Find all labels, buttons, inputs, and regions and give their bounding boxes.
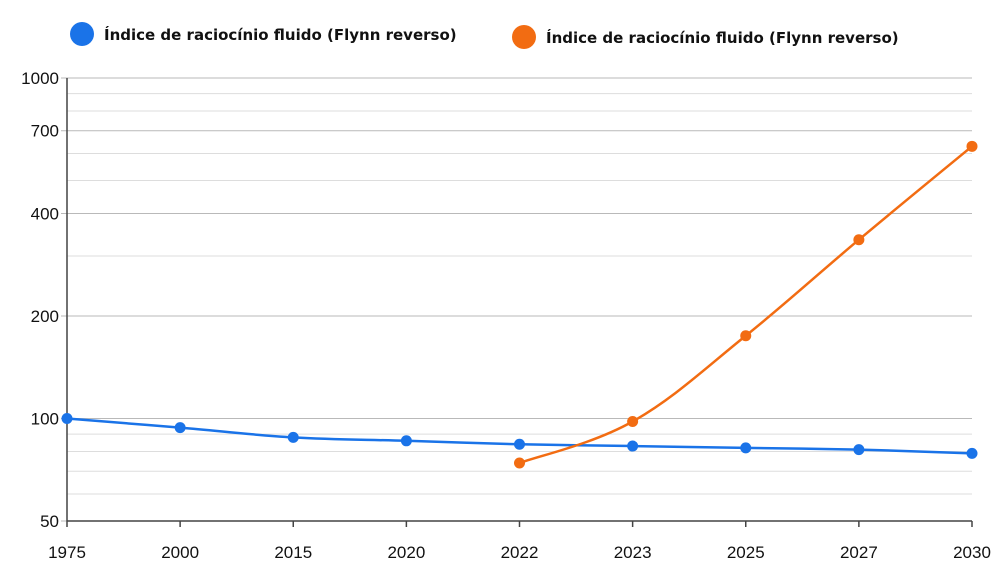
x-tick-label-2015: 2015	[274, 543, 312, 562]
x-tick-label-2022: 2022	[501, 543, 539, 562]
data-point-0-2030[interactable]	[966, 447, 978, 459]
y-tick-label-700: 700	[31, 122, 59, 141]
legend-marker-blue[interactable]	[70, 22, 94, 46]
x-tick-label-2025: 2025	[727, 543, 765, 562]
legend-label-orange[interactable]: Índice de raciocínio fluido (Flynn rever…	[546, 28, 899, 47]
x-tick-label-2027: 2027	[840, 543, 878, 562]
data-point-1-2027[interactable]	[853, 234, 865, 246]
y-tick-label-400: 400	[31, 204, 59, 223]
data-point-0-2023[interactable]	[627, 440, 639, 452]
x-axis-tick-labels: 1975 2000 2015 2020 2022 2023 2025 2027 2030	[48, 521, 991, 562]
legend-label-blue[interactable]: Índice de raciocínio fluido (Flynn rever…	[104, 25, 457, 44]
legend-marker-orange[interactable]	[512, 25, 536, 49]
data-point-1-2025[interactable]	[740, 330, 752, 342]
x-tick-label-2030: 2030	[953, 543, 991, 562]
y-tick-label-100: 100	[31, 409, 59, 428]
axes	[66, 78, 972, 522]
data-point-0-2027[interactable]	[853, 444, 865, 456]
x-tick-label-2023: 2023	[614, 543, 652, 562]
legend: Índice de raciocínio fluido (Flynn rever…	[70, 22, 899, 49]
series-line-1	[518, 145, 974, 465]
data-point-1-2023[interactable]	[627, 415, 639, 427]
data-point-0-2015[interactable]	[287, 431, 299, 443]
x-tick-label-1975: 1975	[48, 543, 86, 562]
data-point-0-2025[interactable]	[740, 442, 752, 454]
y-axis-tick-labels: 50 100 200 400 700 1000	[21, 69, 59, 531]
data-point-1-2030[interactable]	[966, 140, 978, 152]
data-point-0-2020[interactable]	[400, 435, 412, 447]
data-point-1-2022[interactable]	[514, 457, 525, 469]
gridlines	[61, 77, 972, 522]
y-tick-label-50: 50	[40, 512, 59, 531]
x-tick-label-2020: 2020	[387, 543, 425, 562]
y-tick-label-200: 200	[31, 307, 59, 326]
series-layer	[61, 140, 978, 469]
x-tick-label-2000: 2000	[161, 543, 199, 562]
series-1	[514, 140, 978, 469]
data-point-0-2022[interactable]	[514, 438, 525, 450]
series-0	[61, 412, 978, 459]
data-point-0-1975[interactable]	[61, 412, 73, 424]
y-tick-label-1000: 1000	[21, 69, 59, 88]
data-point-0-2000[interactable]	[174, 422, 186, 434]
